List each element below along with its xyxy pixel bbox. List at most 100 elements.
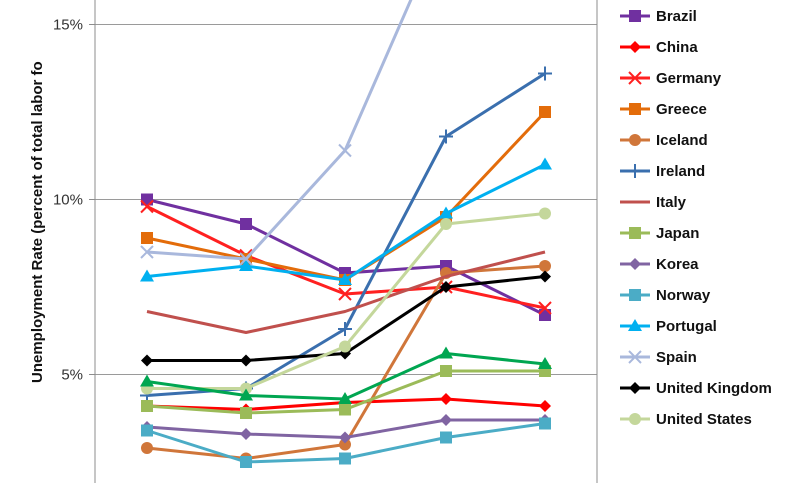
legend-label: Norway [656, 287, 711, 304]
data-point [240, 218, 252, 230]
data-point [539, 207, 551, 220]
series-spain [140, 0, 413, 266]
data-point [338, 143, 352, 158]
legend-item-united-states: United States [620, 411, 752, 428]
legend-item-portugal: Portugal [620, 318, 717, 335]
series-group [140, 0, 552, 468]
data-point [539, 417, 551, 430]
y-tick-label: 15% [53, 17, 83, 34]
legend: Brazil China Germany Greece Iceland Ireland It… [620, 8, 772, 428]
data-point [439, 129, 453, 144]
data-point [140, 269, 154, 282]
data-point [140, 245, 154, 259]
data-point [538, 357, 552, 369]
legend-marker [629, 289, 641, 301]
data-point [339, 431, 351, 444]
data-point [440, 393, 452, 405]
legend-marker [629, 227, 641, 239]
legend-marker [629, 10, 641, 22]
data-point [440, 281, 452, 293]
data-point [539, 270, 551, 283]
legend-item-korea: Korea [620, 256, 699, 273]
series-line [146, 0, 413, 261]
data-point [240, 456, 252, 468]
series-line [146, 250, 546, 334]
axes [89, 0, 598, 483]
data-point [240, 407, 252, 419]
data-point [539, 106, 551, 118]
data-point [239, 252, 253, 266]
legend-marker [629, 258, 641, 270]
data-point [440, 431, 452, 444]
data-point [338, 322, 352, 336]
data-point [539, 260, 551, 272]
legend-item-germany: Germany [620, 70, 722, 87]
legend-marker [628, 164, 642, 178]
data-point [140, 374, 154, 387]
legend-marker [628, 319, 642, 331]
legend-marker [629, 103, 641, 115]
data-point [439, 206, 453, 219]
data-point [339, 403, 351, 416]
legend-item-ireland: Ireland [620, 163, 705, 180]
legend-item-spain: Spain [620, 349, 697, 366]
data-point [240, 354, 252, 367]
legend-label: Greece [656, 101, 707, 118]
series-portugal [140, 157, 552, 285]
data-point [439, 346, 453, 359]
legend-label: Iceland [656, 132, 708, 149]
series-iceland [141, 260, 551, 465]
data-point [538, 157, 552, 170]
legend-item-norway: Norway [620, 287, 711, 304]
y-tick-labels: 5% 10% 15% [53, 17, 83, 384]
legend-item-iceland: Iceland [620, 132, 708, 149]
data-point [440, 365, 452, 377]
legend-item-brazil: Brazil [620, 8, 697, 25]
data-point [538, 301, 552, 315]
legend-label: United Kingdom [656, 380, 772, 397]
data-point [339, 438, 351, 451]
data-point [240, 428, 252, 440]
legend-label: Japan [656, 225, 699, 242]
legend-marker [629, 382, 641, 394]
data-point [440, 414, 452, 426]
legend-item-greece: Greece [620, 101, 707, 118]
data-point [141, 354, 153, 367]
y-tick-label: 10% [53, 192, 83, 209]
y-tick-label: 5% [61, 367, 83, 384]
data-point [538, 66, 552, 81]
series-italy [146, 250, 546, 334]
legend-label: Ireland [656, 163, 705, 180]
gridlines [95, 24, 597, 375]
legend-marker [629, 134, 641, 146]
series-norway [141, 417, 551, 468]
data-point [339, 340, 351, 353]
data-point [141, 232, 153, 244]
data-point [539, 400, 551, 412]
series-unnamed [140, 346, 552, 404]
data-point [140, 199, 154, 214]
y-axis-label: Unemployment Rate (percent of total labo… [29, 61, 46, 383]
legend-label: Portugal [656, 318, 717, 335]
data-point [339, 452, 351, 465]
data-point [338, 287, 352, 301]
legend-label: Korea [656, 256, 699, 273]
legend-label: China [656, 39, 698, 56]
data-point [440, 218, 452, 230]
legend-marker [629, 413, 641, 425]
legend-label: United States [656, 411, 752, 428]
legend-item-japan: Japan [620, 225, 699, 242]
legend-label: Brazil [656, 8, 697, 25]
legend-label: Germany [656, 70, 722, 87]
data-point [141, 400, 153, 412]
legend-marker [629, 41, 641, 53]
legend-label: Italy [656, 194, 687, 211]
legend-item-china: China [620, 39, 698, 56]
legend-label: Spain [656, 349, 697, 366]
series-united-states [141, 207, 551, 395]
data-point [239, 388, 253, 401]
data-point [338, 392, 352, 404]
legend-item-italy: Italy [620, 194, 687, 211]
